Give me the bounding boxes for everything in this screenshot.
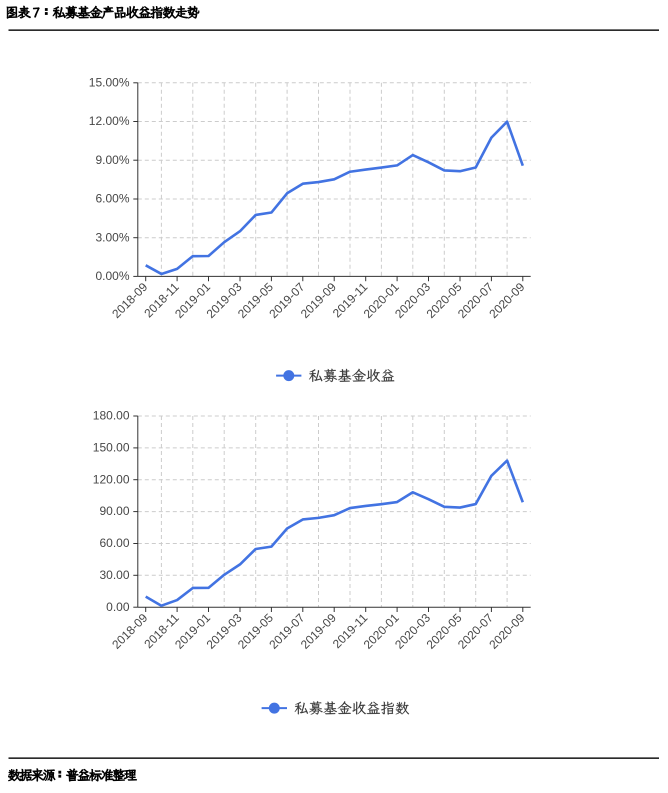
svg-text:3.00%: 3.00% xyxy=(95,230,129,244)
svg-text:180.00: 180.00 xyxy=(93,409,130,423)
svg-text:120.00: 120.00 xyxy=(93,472,130,486)
svg-text:15.00%: 15.00% xyxy=(89,75,130,89)
svg-text:12.00%: 12.00% xyxy=(89,114,130,128)
svg-text:9.00%: 9.00% xyxy=(95,153,129,167)
svg-text:90.00: 90.00 xyxy=(99,504,129,518)
svg-text:0.00%: 0.00% xyxy=(95,269,129,283)
svg-text:0.00: 0.00 xyxy=(106,600,130,614)
svg-text:6.00%: 6.00% xyxy=(95,192,129,206)
svg-text:60.00: 60.00 xyxy=(99,536,129,550)
svg-text:150.00: 150.00 xyxy=(93,441,130,455)
svg-text:30.00: 30.00 xyxy=(99,568,129,582)
